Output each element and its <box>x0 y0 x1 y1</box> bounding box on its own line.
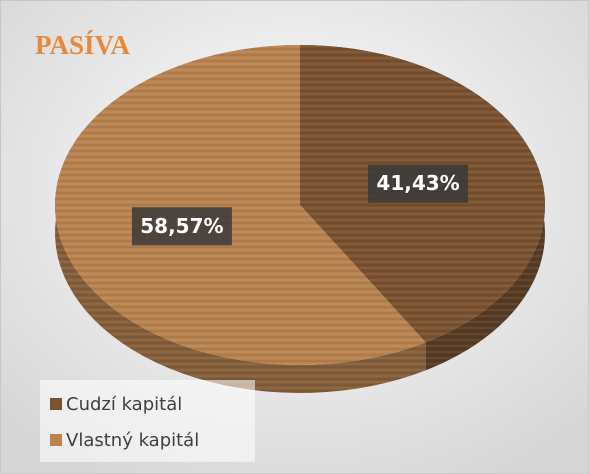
data-label-box <box>131 207 232 246</box>
legend-label: Cudzí kapitál <box>66 394 182 415</box>
legend-label: Vlastný kapitál <box>66 430 199 451</box>
legend-box <box>40 380 255 462</box>
legend-swatch <box>50 434 62 446</box>
slice-side-grain <box>55 45 426 393</box>
slice-grain <box>54 45 426 365</box>
data-label: 58,57% <box>140 214 223 238</box>
pie: 41,43% 58,57% <box>54 45 545 393</box>
legend-swatch <box>50 398 62 410</box>
data-label-box <box>368 164 469 203</box>
legend: Cudzí kapitál Vlastný kapitál <box>50 394 199 451</box>
data-label: 41,43% <box>376 171 459 195</box>
chart-title: PASÍVA <box>35 30 131 60</box>
